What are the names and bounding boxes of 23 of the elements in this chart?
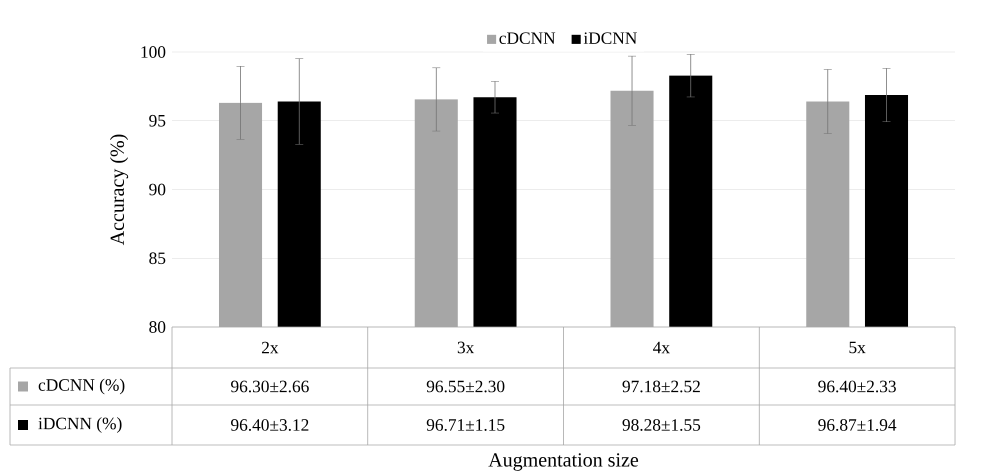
legend-label: iDCNN <box>584 32 637 44</box>
data-label: 98.28±1.55 <box>622 419 700 431</box>
data-label: 96.40±2.33 <box>818 380 896 392</box>
y-tick-label: 100 <box>141 46 166 58</box>
text: cDCNN (%) <box>38 378 124 394</box>
data-label: 96.30±2.66 <box>231 380 309 392</box>
y-tick-label: 95 <box>149 114 166 127</box>
data-label: 96.71±1.15 <box>426 419 504 431</box>
y-axis-title: Accuracy (%) <box>110 134 128 246</box>
text: iDCNN (%) <box>38 417 122 433</box>
data-label: 96.55±2.30 <box>426 380 504 392</box>
x-tick-label: 2x <box>262 342 278 354</box>
x-tick-label: 5x <box>849 342 866 354</box>
y-tick-label: 80 <box>149 321 166 333</box>
data-label: 96.40±3.12 <box>231 419 308 431</box>
y-tick-label: 85 <box>149 252 166 264</box>
data-label: 96.87±1.94 <box>818 419 896 431</box>
y-tick-label: 90 <box>149 184 166 196</box>
legend-label: cDCNN <box>499 32 556 44</box>
x-axis-title: Augmentation size <box>488 453 638 471</box>
x-tick-label: 3x <box>458 342 474 354</box>
data-label: 97.18±2.52 <box>622 380 700 392</box>
x-tick-label: 4x <box>653 342 670 354</box>
